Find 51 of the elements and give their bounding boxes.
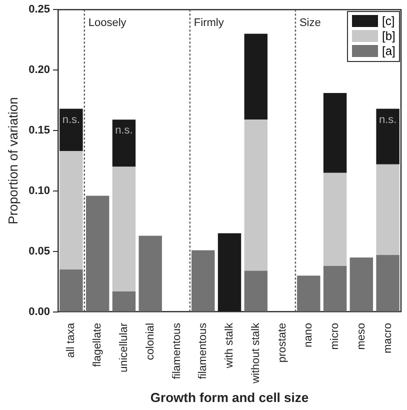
y-tick-label: 0.05 <box>28 245 50 258</box>
y-tick-label: 0.20 <box>28 64 50 76</box>
x-tick-label: nano <box>302 322 315 348</box>
annotation: n.s. <box>62 114 80 126</box>
bar <box>376 164 400 256</box>
x-tick-label: filamentous <box>197 322 210 380</box>
legend-label: [c] <box>382 14 395 28</box>
x-tick-label: colonial <box>144 322 156 360</box>
bar <box>376 108 400 164</box>
bar <box>218 233 242 312</box>
x-axis-title: Growth form and cell size <box>150 390 309 405</box>
x-tick-label: all taxa <box>65 322 78 358</box>
bar <box>192 250 215 312</box>
bar <box>60 108 83 152</box>
legend-label: [b] <box>382 29 396 44</box>
bar <box>323 266 347 312</box>
bar <box>244 120 268 271</box>
x-tick-label: macro <box>382 322 394 354</box>
x-tick-label: without stalk <box>250 322 262 384</box>
y-tick-label: 0.15 <box>28 124 50 137</box>
legend-label: [a] <box>382 44 396 58</box>
x-tick-label: with stalk <box>224 322 236 370</box>
annotation: Size <box>299 17 321 30</box>
bar <box>350 257 374 312</box>
bar <box>323 172 347 266</box>
y-tick-label: 0.00 <box>28 306 50 318</box>
x-tick-label: unicellular <box>118 322 130 372</box>
bar <box>60 151 83 270</box>
x-tick-label: micro <box>329 322 342 350</box>
bar <box>244 34 268 120</box>
bar <box>376 255 400 312</box>
bar <box>297 276 320 312</box>
y-axis-title: Proportion of variation <box>5 97 20 224</box>
x-tick-label: flagellate <box>92 322 104 367</box>
annotation: Firmly <box>194 17 224 30</box>
y-tick-label: 0.10 <box>28 184 50 197</box>
bar <box>60 270 83 312</box>
x-tick-label: prostate <box>276 322 288 363</box>
annotation: n.s. <box>378 114 397 126</box>
annotation: Loosely <box>88 17 127 30</box>
bar <box>323 93 347 173</box>
bar <box>138 236 162 312</box>
annotation: n.s. <box>115 124 133 137</box>
bar <box>112 166 136 292</box>
bar <box>244 270 268 312</box>
x-tick-label: filamentous <box>170 322 183 380</box>
bar <box>86 196 110 312</box>
y-tick-label: 0.25 <box>28 4 50 16</box>
x-tick-label: meso <box>355 322 368 350</box>
bar <box>112 120 136 167</box>
bar <box>112 291 136 312</box>
